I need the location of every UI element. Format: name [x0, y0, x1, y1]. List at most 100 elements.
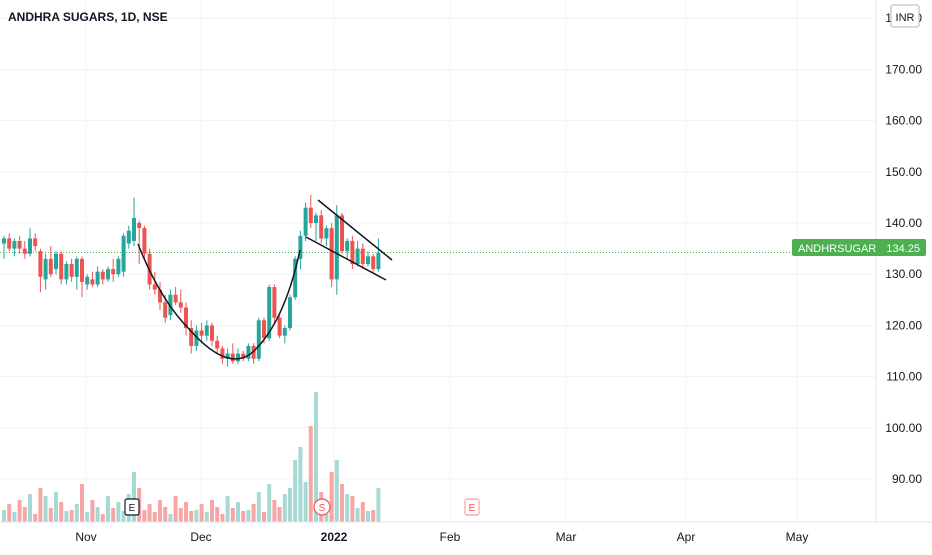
- volume-bar: [64, 511, 69, 522]
- volume-bar: [152, 512, 157, 522]
- candle-body: [12, 240, 17, 249]
- volume-bars: [2, 392, 381, 522]
- candle-body: [173, 294, 178, 303]
- volume-bar: [350, 496, 355, 522]
- candle: [126, 225, 131, 249]
- volume-bar: [360, 502, 365, 522]
- candle: [178, 289, 183, 313]
- candle: [106, 266, 110, 282]
- candle-body: [69, 264, 74, 277]
- volume-bar: [17, 500, 22, 522]
- candle-body: [137, 223, 142, 229]
- candle-body: [350, 240, 355, 264]
- time-tick-label: May: [786, 530, 809, 544]
- candle-body: [85, 276, 90, 285]
- candle: [288, 294, 292, 331]
- candle-body: [80, 258, 84, 282]
- earnings-marker[interactable]: E: [124, 498, 140, 516]
- cup-curve-line: [137, 243, 301, 360]
- candle: [95, 266, 100, 288]
- candle-body: [116, 258, 121, 275]
- volume-bar: [314, 392, 318, 522]
- volume-bar: [246, 510, 251, 522]
- candle-body: [184, 307, 188, 328]
- volume-bar: [85, 512, 90, 522]
- candle-body: [7, 238, 12, 249]
- candle-body: [100, 271, 105, 280]
- candle: [241, 351, 246, 362]
- candle: [282, 325, 287, 344]
- volume-bar: [116, 502, 121, 522]
- volume-bar: [204, 512, 209, 522]
- candle: [324, 225, 329, 247]
- candle: [334, 205, 339, 295]
- candle: [256, 317, 261, 362]
- candle-body: [59, 253, 64, 280]
- currency-button[interactable]: INR: [890, 4, 920, 28]
- candle-body: [121, 235, 126, 272]
- candle: [371, 253, 376, 272]
- earnings-marker-label: E: [129, 503, 136, 514]
- candle: [48, 246, 53, 277]
- candle-body: [48, 258, 53, 275]
- volume-bar: [163, 507, 168, 522]
- price-axis-background: [876, 0, 932, 522]
- candle-body: [366, 256, 370, 264]
- candle-body: [111, 269, 116, 275]
- time-tick-label: 2022: [321, 530, 348, 544]
- candle-body: [376, 252, 381, 270]
- candle-body: [298, 235, 303, 259]
- candle: [277, 315, 282, 339]
- candle: [355, 240, 360, 267]
- time-tick-label: Mar: [556, 530, 577, 544]
- candle: [173, 287, 178, 305]
- candle: [64, 261, 69, 285]
- candle: [308, 194, 313, 229]
- volume-bar: [147, 504, 152, 522]
- candle: [142, 225, 147, 259]
- candle: [152, 271, 157, 295]
- flag-lower-line: [305, 236, 387, 281]
- volume-bar: [215, 507, 220, 522]
- candle: [54, 251, 58, 275]
- candle: [43, 253, 48, 290]
- volume-bar: [376, 488, 381, 522]
- candle-body: [256, 320, 261, 359]
- volume-bar: [262, 512, 266, 522]
- candle-body: [267, 287, 272, 339]
- volume-bar: [168, 514, 173, 522]
- volume-bar: [256, 492, 261, 522]
- candle: [184, 302, 188, 336]
- volume-bar: [225, 496, 230, 522]
- candle: [210, 322, 214, 346]
- price-tick-label: 110.00: [886, 370, 922, 384]
- candle: [111, 258, 116, 282]
- grid: [0, 0, 876, 522]
- volume-bar: [272, 500, 277, 522]
- split-marker[interactable]: S: [313, 498, 331, 516]
- volume-bar: [69, 510, 74, 522]
- price-tick-label: 120.00: [885, 318, 922, 332]
- volume-bar: [236, 502, 240, 522]
- time-axis[interactable]: Nov Dec 2022 Feb Mar Apr May: [75, 530, 808, 544]
- volume-bar: [371, 510, 376, 522]
- candle-body: [371, 256, 376, 270]
- price-tick-label: 90.00: [892, 472, 922, 486]
- candle: [121, 233, 126, 277]
- candle: [80, 256, 84, 298]
- earnings-future-marker-label: E: [469, 503, 476, 514]
- candle: [360, 243, 365, 270]
- volume-bar: [173, 496, 178, 522]
- candle-body: [54, 253, 58, 270]
- pattern-drawings: [137, 199, 393, 360]
- flag-upper-line: [317, 199, 393, 261]
- candle-body: [126, 230, 131, 244]
- candle: [158, 281, 162, 311]
- volume-bar: [80, 484, 84, 522]
- split-marker-label: S: [319, 503, 326, 514]
- earnings-future-marker[interactable]: E: [464, 498, 480, 516]
- candle: [59, 251, 64, 285]
